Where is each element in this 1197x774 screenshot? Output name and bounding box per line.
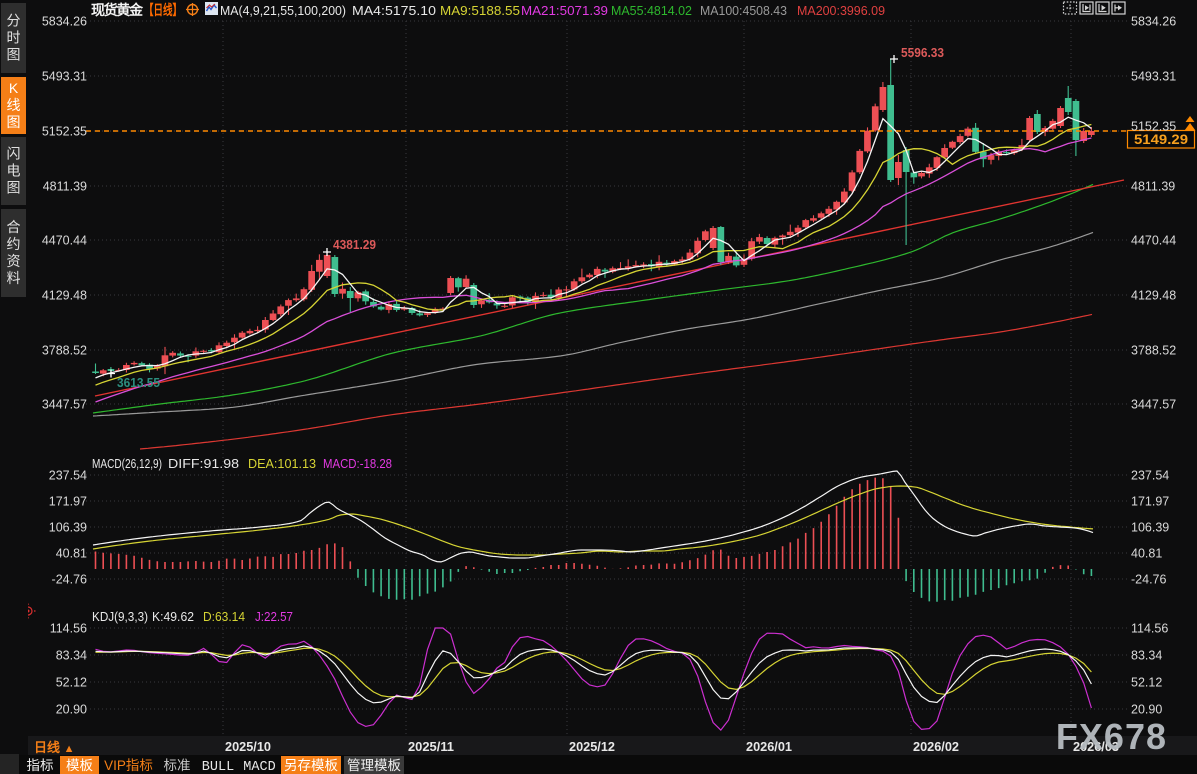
svg-text:2025/11: 2025/11 — [408, 739, 454, 754]
svg-text:另存模板: 另存模板 — [284, 758, 338, 773]
svg-text:FX678: FX678 — [1056, 716, 1167, 757]
svg-text:52.12: 52.12 — [56, 676, 87, 690]
svg-text:MA100:4508.43: MA100:4508.43 — [700, 3, 787, 18]
svg-text:3447.57: 3447.57 — [1131, 398, 1176, 412]
svg-text:106.39: 106.39 — [1131, 521, 1169, 535]
svg-text:模板: 模板 — [66, 758, 93, 773]
svg-text:4381.29: 4381.29 — [333, 237, 376, 252]
svg-text:52.12: 52.12 — [1131, 676, 1162, 690]
svg-text:5493.31: 5493.31 — [42, 70, 87, 84]
svg-text:4811.39: 4811.39 — [1131, 180, 1175, 194]
svg-text:-24.76: -24.76 — [52, 573, 87, 587]
svg-text:5834.26: 5834.26 — [1131, 15, 1176, 29]
svg-text:4129.48: 4129.48 — [1131, 289, 1176, 303]
svg-text:标准: 标准 — [164, 758, 191, 773]
svg-text:2026/03: 2026/03 — [1073, 739, 1119, 754]
svg-text:J:22.57: J:22.57 — [255, 609, 293, 624]
svg-text:4811.39: 4811.39 — [43, 180, 87, 194]
svg-text:3788.52: 3788.52 — [42, 344, 87, 358]
svg-text:【日线】: 【日线】 — [144, 2, 182, 18]
svg-text:5152.35: 5152.35 — [42, 125, 87, 139]
svg-text:日线 ▲: 日线 ▲ — [34, 740, 75, 755]
svg-text:合约资料: 合约资料 — [7, 219, 21, 286]
svg-text:171.97: 171.97 — [1131, 495, 1169, 509]
svg-text:3447.57: 3447.57 — [42, 398, 87, 412]
svg-text:40.81: 40.81 — [1131, 547, 1162, 561]
svg-text:4470.44: 4470.44 — [1131, 234, 1176, 248]
svg-text:20.90: 20.90 — [56, 703, 87, 717]
svg-text:114.56: 114.56 — [1131, 622, 1168, 636]
svg-text:40.81: 40.81 — [56, 547, 87, 561]
svg-text:VIP指标: VIP指标 — [104, 758, 153, 773]
svg-text:237.54: 237.54 — [1131, 469, 1169, 483]
svg-text:4470.44: 4470.44 — [42, 234, 87, 248]
svg-text:3613.55: 3613.55 — [117, 375, 160, 390]
svg-text:MA200:3996.09: MA200:3996.09 — [797, 3, 885, 18]
svg-text:K:49.62: K:49.62 — [152, 609, 194, 624]
svg-text:MA55:4814.02: MA55:4814.02 — [611, 3, 692, 18]
svg-text:5834.26: 5834.26 — [42, 15, 87, 29]
svg-text:MACD:-18.28: MACD:-18.28 — [323, 456, 392, 471]
svg-text:MACD(26,12,9): MACD(26,12,9) — [92, 456, 162, 471]
svg-text:106.39: 106.39 — [49, 521, 87, 535]
svg-text:分时图: 分时图 — [7, 13, 21, 63]
svg-text:2025/10: 2025/10 — [225, 739, 271, 754]
svg-text:MA9:5188.55: MA9:5188.55 — [440, 3, 520, 18]
svg-text:KDJ(9,3,3): KDJ(9,3,3) — [92, 609, 148, 624]
svg-text:83.34: 83.34 — [1131, 649, 1162, 663]
svg-text:5596.33: 5596.33 — [901, 45, 944, 60]
svg-text:MACD: MACD — [243, 760, 275, 774]
svg-text:MA(4,9,21,55,100,200): MA(4,9,21,55,100,200) — [220, 3, 346, 18]
svg-text:20.90: 20.90 — [1131, 703, 1162, 717]
svg-text:3788.52: 3788.52 — [1131, 344, 1176, 358]
svg-text:指标: 指标 — [27, 758, 54, 773]
svg-text:5152.35: 5152.35 — [1131, 120, 1176, 134]
svg-text:5493.31: 5493.31 — [1131, 70, 1176, 84]
svg-text:2025/12: 2025/12 — [569, 739, 615, 754]
svg-text:DEA:101.13: DEA:101.13 — [248, 456, 316, 471]
svg-text:BULL: BULL — [202, 760, 234, 774]
svg-text:237.54: 237.54 — [49, 469, 87, 483]
svg-text:171.97: 171.97 — [49, 495, 87, 509]
svg-text:K线图: K 线图 — [7, 80, 21, 130]
svg-text:4129.48: 4129.48 — [42, 289, 87, 303]
svg-text:-24.76: -24.76 — [1131, 573, 1166, 587]
svg-text:MA21:5071.39: MA21:5071.39 — [521, 3, 608, 18]
svg-text:管理模板: 管理模板 — [347, 758, 401, 773]
svg-text:114.56: 114.56 — [50, 622, 87, 636]
svg-text:现货黄金: 现货黄金 — [91, 2, 144, 18]
svg-text:83.34: 83.34 — [56, 649, 87, 663]
svg-text:2026/01: 2026/01 — [746, 739, 792, 754]
svg-text:D:63.14: D:63.14 — [203, 609, 245, 624]
svg-text:5149.29: 5149.29 — [1134, 131, 1188, 147]
svg-text:DIFF:91.98: DIFF:91.98 — [168, 456, 239, 471]
svg-text:闪电图: 闪电图 — [7, 146, 21, 196]
svg-text:MA4:5175.10: MA4:5175.10 — [352, 3, 436, 18]
svg-text:2026/02: 2026/02 — [913, 739, 959, 754]
